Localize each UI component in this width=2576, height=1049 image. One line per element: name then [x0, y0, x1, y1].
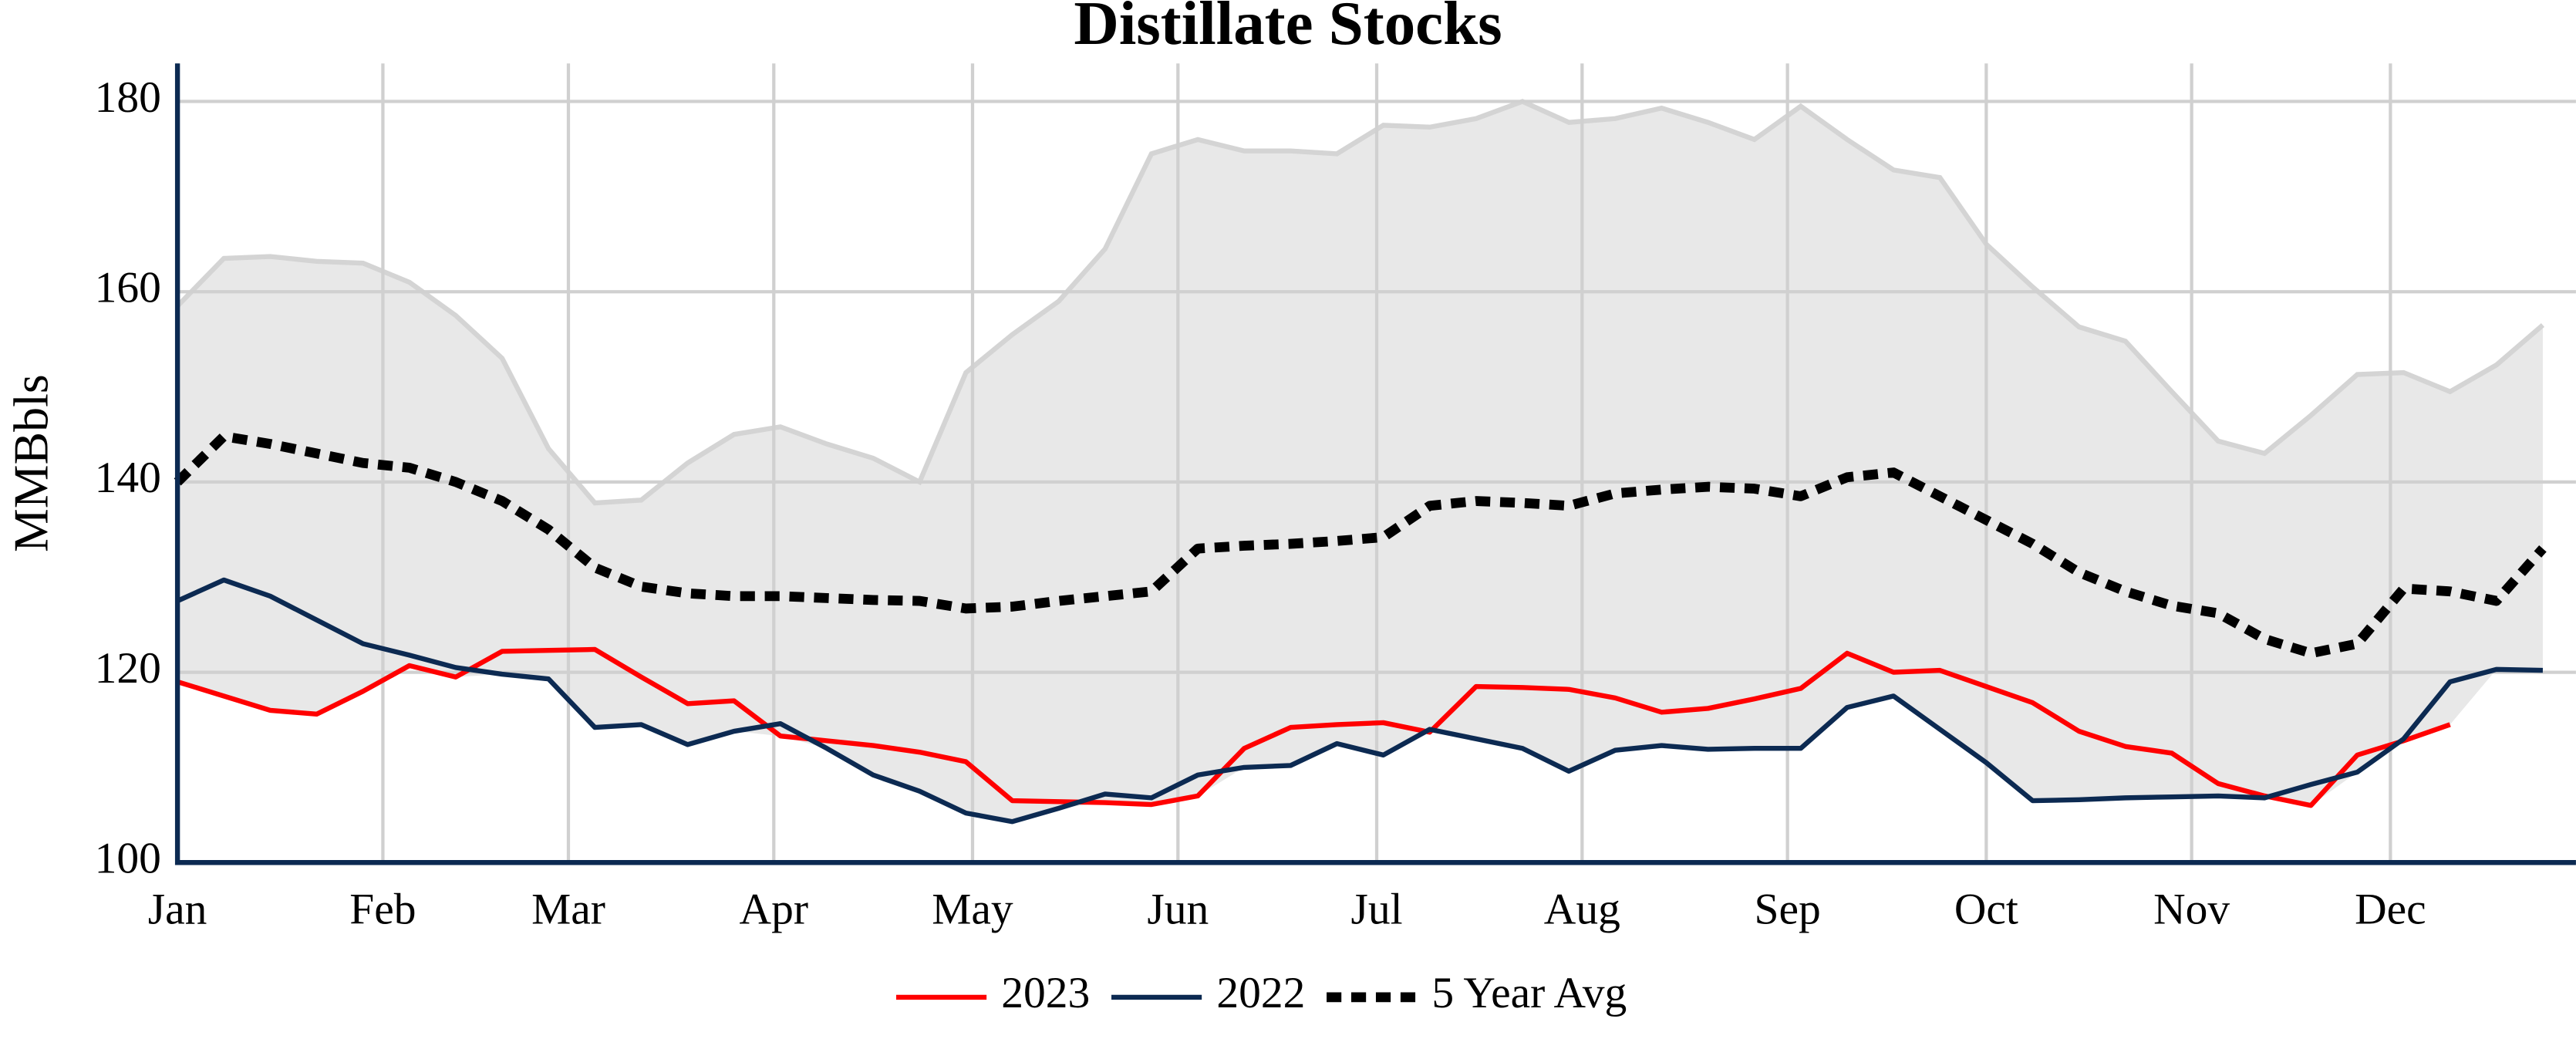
series-line [177, 646, 2451, 808]
series-line [176, 577, 2544, 825]
range-band-edge [175, 99, 2545, 506]
x-tick-label: Jun [1147, 885, 1209, 933]
legend-label: 2023 [1001, 969, 1090, 1017]
range-band [177, 101, 2543, 822]
x-tick-label: Apr [740, 885, 808, 933]
x-tick-label: Jan [148, 885, 207, 933]
x-tick-label: Aug [1544, 885, 1620, 933]
y-tick-label: 160 [95, 263, 161, 312]
chart-title: Distillate Stocks [1074, 0, 1502, 58]
x-tick-label: Oct [1954, 885, 2018, 933]
x-tick-label: Jul [1350, 885, 1402, 933]
x-tick-label: Mar [531, 885, 605, 933]
y-tick-label: 120 [95, 644, 161, 693]
x-tick-label: Nov [2153, 885, 2230, 933]
x-tick-label: Sep [1755, 885, 1821, 933]
y-axis-title: MMBbls [4, 374, 59, 552]
x-tick-label: Dec [2355, 885, 2426, 933]
x-tick-label: Feb [349, 885, 416, 933]
legend-label: 5 Year Avg [1431, 969, 1627, 1017]
y-tick-label: 180 [95, 73, 161, 122]
y-tick-label: 100 [95, 834, 161, 882]
y-tick-label: 140 [95, 454, 161, 502]
x-tick-label: May [932, 885, 1013, 933]
legend-label: 2022 [1216, 969, 1305, 1017]
